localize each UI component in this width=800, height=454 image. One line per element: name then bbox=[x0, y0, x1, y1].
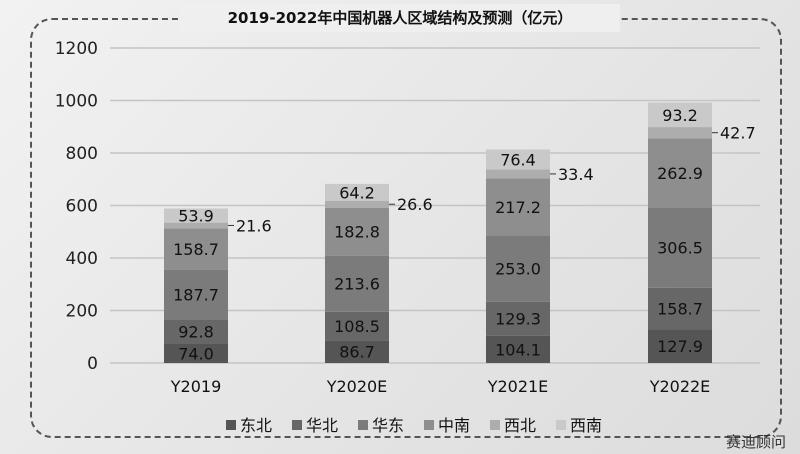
bar-segment bbox=[164, 319, 228, 344]
legend-label: 华东 bbox=[372, 416, 404, 435]
data-label: 158.7 bbox=[657, 300, 703, 319]
data-label: 217.2 bbox=[495, 198, 541, 217]
data-label: 262.9 bbox=[657, 164, 703, 183]
bar-segment bbox=[486, 149, 550, 170]
data-label: 129.3 bbox=[495, 310, 541, 329]
y-tick-label: 800 bbox=[66, 144, 98, 164]
legend-label: 华北 bbox=[306, 416, 338, 435]
bar-segment bbox=[486, 169, 550, 179]
data-label: 74.0 bbox=[178, 344, 214, 363]
legend-swatch bbox=[226, 420, 236, 430]
bar-segment bbox=[164, 208, 228, 223]
x-tick-label: Y2020E bbox=[326, 377, 388, 396]
data-label: 86.7 bbox=[339, 343, 375, 362]
x-tick-label: Y2019 bbox=[170, 377, 222, 396]
bar-segment bbox=[164, 228, 228, 270]
bar-segment bbox=[648, 138, 712, 208]
legend-label: 西南 bbox=[570, 416, 602, 435]
bar-segment bbox=[486, 335, 550, 363]
data-label: 92.8 bbox=[178, 322, 214, 341]
bar-segment bbox=[648, 207, 712, 288]
bar-segment bbox=[325, 255, 389, 312]
data-label: 127.9 bbox=[657, 337, 703, 356]
y-tick-label: 0 bbox=[87, 354, 98, 374]
bar-segment bbox=[486, 178, 550, 236]
data-label: 42.7 bbox=[720, 124, 756, 143]
legend-swatch bbox=[556, 420, 566, 430]
credit-logo-text: 赛迪顾问 bbox=[725, 433, 786, 451]
y-tick-label: 600 bbox=[66, 197, 98, 217]
data-label: 187.7 bbox=[173, 286, 219, 305]
bar-segment bbox=[648, 287, 712, 330]
bar-segment bbox=[648, 329, 712, 363]
bar-segment bbox=[648, 102, 712, 128]
legend-swatch bbox=[358, 420, 368, 430]
data-label: 21.6 bbox=[236, 216, 272, 235]
bar-segment bbox=[164, 222, 228, 229]
data-label: 26.6 bbox=[397, 195, 433, 214]
data-label: 93.2 bbox=[662, 106, 698, 125]
data-label: 53.9 bbox=[178, 207, 214, 226]
data-label: 182.8 bbox=[334, 223, 380, 242]
data-label: 76.4 bbox=[500, 151, 536, 170]
bar-segment bbox=[486, 235, 550, 302]
legend-swatch bbox=[292, 420, 302, 430]
data-label: 213.6 bbox=[334, 275, 380, 294]
legend-swatch bbox=[424, 420, 434, 430]
data-label: 306.5 bbox=[657, 239, 703, 258]
legend-label: 西北 bbox=[504, 416, 536, 435]
bar-segment bbox=[325, 340, 389, 363]
y-tick-label: 200 bbox=[66, 302, 98, 322]
data-label: 158.7 bbox=[173, 240, 219, 259]
bar-segment bbox=[325, 183, 389, 201]
bar-segment bbox=[164, 343, 228, 363]
y-tick-label: 1200 bbox=[55, 39, 98, 59]
y-tick-label: 1000 bbox=[55, 92, 98, 112]
bar-segment bbox=[325, 207, 389, 256]
data-label: 104.1 bbox=[495, 340, 541, 359]
data-label: 253.0 bbox=[495, 260, 541, 279]
bar-segment bbox=[486, 301, 550, 336]
data-label: 108.5 bbox=[334, 317, 380, 336]
y-tick-label: 400 bbox=[66, 249, 98, 269]
data-label: 64.2 bbox=[339, 183, 375, 202]
data-label: 33.4 bbox=[558, 165, 594, 184]
legend-label: 中南 bbox=[438, 416, 470, 435]
bar-segment bbox=[325, 311, 389, 341]
bar-segment bbox=[648, 127, 712, 139]
x-tick-label: Y2021E bbox=[487, 377, 549, 396]
legend-swatch bbox=[490, 420, 500, 430]
legend-label: 东北 bbox=[240, 416, 272, 435]
bar-segment bbox=[164, 269, 228, 320]
chart-title: 2019-2022年中国机器人区域结构及预测（亿元） bbox=[180, 4, 620, 32]
bar-segment bbox=[325, 200, 389, 208]
x-tick-label: Y2022E bbox=[649, 377, 711, 396]
